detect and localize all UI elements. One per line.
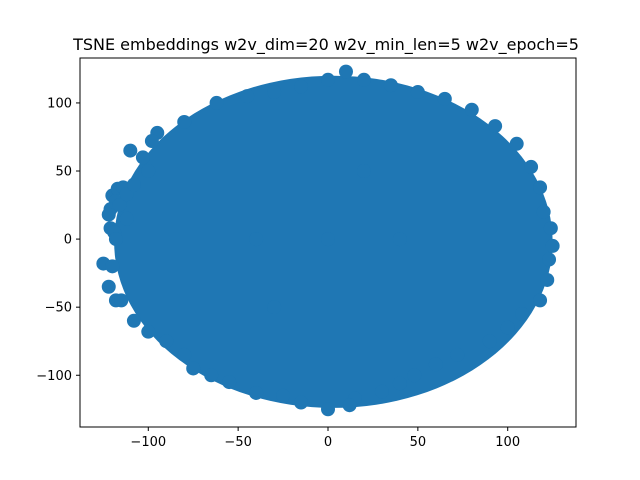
y-tick-label: 100 bbox=[47, 96, 72, 111]
scatter-point bbox=[249, 385, 264, 400]
scatter-point bbox=[119, 211, 134, 226]
scatter-point bbox=[114, 293, 129, 308]
scatter-point bbox=[533, 293, 548, 308]
scatter-point bbox=[515, 306, 530, 321]
x-tick-label: 100 bbox=[495, 435, 520, 450]
scatter-point bbox=[321, 72, 335, 87]
scatter-point bbox=[533, 180, 548, 195]
scatter-point bbox=[543, 221, 558, 236]
scatter-point bbox=[101, 279, 116, 294]
scatter-point bbox=[450, 347, 465, 362]
scatter-point bbox=[186, 361, 201, 376]
scatter-point bbox=[267, 300, 282, 315]
scatter-point bbox=[356, 164, 371, 179]
scatter-point bbox=[392, 232, 407, 247]
y-tick-label: −50 bbox=[45, 301, 72, 316]
scatter-point bbox=[101, 207, 116, 222]
scatter-point bbox=[177, 347, 192, 362]
scatter-point bbox=[383, 78, 398, 93]
y-tick-label: 50 bbox=[55, 165, 72, 180]
scatter-point bbox=[482, 334, 497, 349]
scatter-point bbox=[321, 232, 335, 247]
scatter-point bbox=[294, 79, 309, 94]
scatter-point bbox=[119, 187, 134, 202]
scatter-point bbox=[428, 357, 443, 372]
scatter-point bbox=[276, 388, 291, 403]
scatter-point bbox=[240, 89, 255, 104]
scatter-point bbox=[545, 238, 560, 253]
scatter-point bbox=[524, 159, 539, 174]
scatter-point bbox=[500, 320, 515, 335]
scatter-point bbox=[141, 164, 156, 179]
scatter-point bbox=[249, 232, 264, 247]
scatter-point bbox=[159, 334, 174, 349]
scatter-point bbox=[209, 95, 224, 110]
scatter-point bbox=[342, 398, 357, 413]
scatter-point bbox=[112, 198, 127, 213]
scatter-point bbox=[540, 272, 555, 287]
scatter-point bbox=[144, 134, 159, 149]
scatter-point bbox=[105, 259, 120, 274]
scatter-points bbox=[96, 64, 560, 417]
scatter-point bbox=[509, 136, 524, 151]
scatter-point bbox=[204, 368, 219, 383]
y-tick-label: 0 bbox=[64, 233, 72, 248]
x-tick-label: −100 bbox=[130, 435, 166, 450]
scatter-point bbox=[536, 204, 551, 219]
scatter-point bbox=[108, 232, 123, 247]
scatter-point bbox=[321, 402, 335, 417]
x-tick-label: −50 bbox=[224, 435, 251, 450]
y-axis: −100 −50 0 50 100 bbox=[36, 96, 80, 384]
scatter-point bbox=[392, 376, 407, 391]
scatter-point bbox=[126, 313, 141, 328]
scatter-point bbox=[542, 252, 557, 267]
scatter-point bbox=[294, 395, 309, 410]
scatter-point bbox=[177, 114, 192, 129]
scatter-point bbox=[488, 119, 503, 134]
x-tick-label: 0 bbox=[324, 435, 332, 450]
x-tick-label: 50 bbox=[410, 435, 427, 450]
scatter-point bbox=[338, 64, 353, 79]
scatter-point bbox=[464, 102, 479, 117]
scatter-point bbox=[135, 150, 150, 165]
x-axis: −100 −50 0 50 100 bbox=[130, 427, 520, 450]
scatter-point bbox=[437, 91, 452, 106]
chart-title: TSNE embeddings w2v_dim=20 w2v_min_len=5… bbox=[72, 35, 579, 55]
scatter-point bbox=[407, 368, 422, 383]
scatter-point bbox=[141, 324, 156, 339]
scatter-point bbox=[410, 85, 425, 100]
scatter-point bbox=[123, 143, 138, 158]
scatter-point bbox=[126, 177, 141, 192]
scatter-point bbox=[374, 384, 389, 399]
scatter-point bbox=[222, 375, 237, 390]
scatter-point bbox=[267, 85, 282, 100]
y-tick-label: −100 bbox=[36, 369, 72, 384]
scatter-point bbox=[356, 72, 371, 87]
